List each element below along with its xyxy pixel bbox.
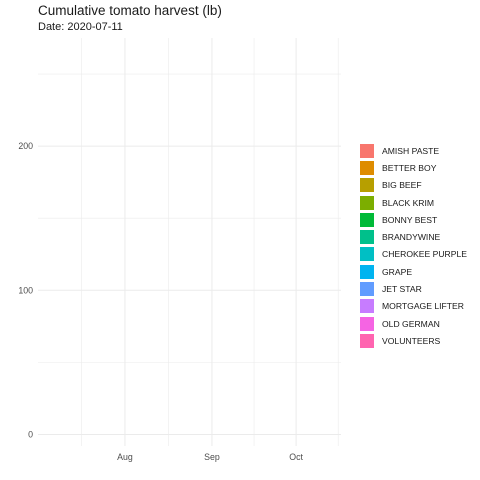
- legend-label: BETTER BOY: [382, 162, 437, 173]
- legend-item: GRAPE: [360, 263, 478, 280]
- legend-item: VOLUNTEERS: [360, 332, 478, 349]
- legend-item: BETTER BOY: [360, 159, 478, 176]
- chart-title: Cumulative tomato harvest (lb): [38, 3, 222, 18]
- legend-label: JET STAR: [382, 284, 422, 295]
- legend-label: AMISH PASTE: [382, 145, 440, 156]
- legend-item: AMISH PASTE: [360, 142, 478, 159]
- y-tick-label: 200: [18, 141, 33, 151]
- legend-item: MORTGAGE LIFTER: [360, 298, 478, 315]
- legend-key: [360, 143, 374, 158]
- legend-item: BRANDYWINE: [360, 228, 478, 245]
- legend-item: BIG BEEF: [360, 177, 478, 194]
- legend-label: BONNY BEST: [382, 214, 438, 225]
- tick-labels: 0 100 200 Aug Sep Oct: [18, 141, 303, 462]
- legend-label: MORTGAGE LIFTER: [382, 301, 464, 312]
- chart-subtitle: Date: 2020-07-11: [38, 21, 123, 33]
- legend-label: CHEROKEE PURPLE: [382, 249, 468, 260]
- y-tick-label: 100: [18, 285, 33, 295]
- legend-key: [360, 160, 374, 175]
- legend-item: BONNY BEST: [360, 211, 478, 228]
- legend-key: [360, 282, 374, 297]
- legend-item: BLACK KRIM: [360, 194, 478, 211]
- legend-label: BLACK KRIM: [382, 197, 435, 208]
- legend-key: [360, 333, 374, 348]
- grid-lines: [38, 38, 341, 446]
- legend-key: [360, 195, 374, 210]
- legend-item: JET STAR: [360, 280, 478, 297]
- legend-label: GRAPE: [382, 266, 413, 277]
- legend-label: OLD GERMAN: [382, 318, 440, 329]
- legend-key: [360, 264, 374, 279]
- x-tick-label: Sep: [204, 452, 220, 462]
- legend-key: [360, 316, 374, 331]
- x-tick-label: Aug: [117, 452, 133, 462]
- legend-item: CHEROKEE PURPLE: [360, 246, 478, 263]
- legend-key: [360, 212, 374, 227]
- x-tick-label: Oct: [289, 452, 303, 462]
- legend-label: BIG BEEF: [382, 180, 422, 191]
- legend-key: [360, 247, 374, 262]
- y-tick-label: 0: [28, 429, 33, 439]
- legend-key: [360, 230, 374, 245]
- legend-item: OLD GERMAN: [360, 315, 478, 332]
- legend: AMISH PASTE BETTER BOY BIG BEEF BLACK KRIM B…: [360, 142, 478, 350]
- legend-label: BRANDYWINE: [382, 232, 441, 243]
- legend-key: [360, 299, 374, 314]
- legend-key: [360, 178, 374, 193]
- legend-label: VOLUNTEERS: [382, 335, 441, 346]
